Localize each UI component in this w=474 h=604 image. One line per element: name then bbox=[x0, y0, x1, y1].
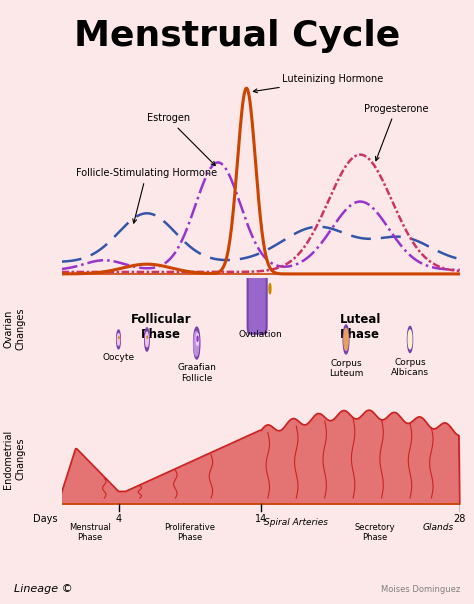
Circle shape bbox=[196, 333, 199, 345]
Circle shape bbox=[117, 330, 120, 349]
Text: Glands: Glands bbox=[423, 522, 454, 532]
Text: Menstrual
Phase: Menstrual Phase bbox=[69, 522, 111, 542]
Circle shape bbox=[118, 333, 119, 345]
Circle shape bbox=[194, 332, 199, 356]
Circle shape bbox=[343, 325, 349, 354]
Circle shape bbox=[344, 329, 348, 350]
Text: Lineage ©: Lineage © bbox=[14, 584, 73, 594]
Text: Secretory
Phase: Secretory Phase bbox=[354, 522, 395, 542]
Text: Follicular
Phase: Follicular Phase bbox=[131, 313, 191, 341]
Circle shape bbox=[408, 326, 412, 353]
Text: 28: 28 bbox=[454, 513, 466, 524]
Circle shape bbox=[193, 327, 200, 359]
Text: Estrogen: Estrogen bbox=[147, 114, 215, 165]
Circle shape bbox=[269, 284, 271, 294]
Text: Luteinizing Hormone: Luteinizing Hormone bbox=[253, 74, 383, 93]
Text: Proliferative
Phase: Proliferative Phase bbox=[164, 522, 215, 542]
Text: Moises Dominguez: Moises Dominguez bbox=[381, 585, 460, 594]
Text: Follicle-Stimulating Hormone: Follicle-Stimulating Hormone bbox=[76, 168, 217, 223]
Text: Progesterone: Progesterone bbox=[364, 104, 428, 161]
Text: Luteal
Phase: Luteal Phase bbox=[339, 313, 381, 341]
Text: Ovarian
Changes: Ovarian Changes bbox=[3, 308, 25, 350]
Text: Corpus
Albicans: Corpus Albicans bbox=[391, 358, 429, 377]
Circle shape bbox=[145, 328, 149, 351]
Text: Endometrial
Changes: Endometrial Changes bbox=[3, 429, 25, 489]
Text: 14: 14 bbox=[255, 513, 267, 524]
Text: Ovulation: Ovulation bbox=[239, 330, 283, 339]
Circle shape bbox=[146, 332, 148, 347]
Circle shape bbox=[197, 336, 198, 341]
Text: Spiral Arteries: Spiral Arteries bbox=[264, 518, 328, 527]
Text: 4: 4 bbox=[116, 513, 121, 524]
Circle shape bbox=[408, 330, 412, 349]
Text: Menstrual Cycle: Menstrual Cycle bbox=[74, 19, 400, 53]
Text: Graafian
Follicle: Graafian Follicle bbox=[177, 364, 216, 383]
Text: Oocyte: Oocyte bbox=[102, 353, 135, 362]
FancyBboxPatch shape bbox=[247, 244, 267, 333]
Text: Corpus
Luteum: Corpus Luteum bbox=[329, 359, 363, 379]
Text: Days: Days bbox=[33, 513, 57, 524]
